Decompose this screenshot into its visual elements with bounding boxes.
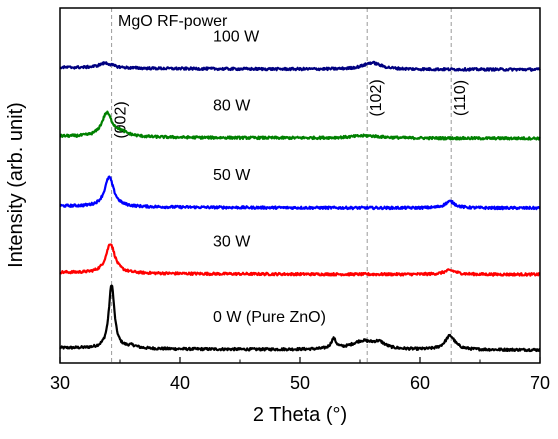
series-label: 0 W (Pure ZnO) (213, 309, 326, 326)
series-line (59, 110, 541, 141)
y-axis-title: Intensity (arb. unit) (5, 102, 27, 268)
series-label: 80 W (213, 97, 251, 114)
x-tick-label: 40 (170, 373, 190, 393)
x-axis-title: 2 Theta (°) (253, 404, 347, 426)
x-tick-label: 30 (50, 373, 70, 393)
series-line (59, 284, 541, 353)
peak-label: (110) (452, 80, 469, 116)
x-tick-label: 60 (410, 373, 430, 393)
labels-layer: MgO RF-power 2 Theta (°) Intensity (arb.… (5, 13, 347, 426)
x-tick-label: 70 (530, 373, 550, 393)
x-tick-label: 50 (290, 373, 310, 393)
series-line (59, 60, 541, 72)
peak-label: (102) (368, 79, 385, 116)
x-axis-ticks: 30 40 50 60 70 (50, 357, 550, 393)
peak-reference-lines: (002) (102) (110) (111, 8, 469, 363)
peak-label: (002) (113, 101, 130, 138)
series-label: 100 W (213, 29, 260, 46)
series-layer: 0 W (Pure ZnO) 30 W 50 W 80 W 100 W (59, 29, 541, 353)
series-label: 30 W (213, 234, 251, 251)
series-line (59, 175, 541, 211)
chart-title: MgO RF-power (118, 13, 228, 30)
series-label: 50 W (213, 167, 251, 184)
series-line (59, 243, 541, 277)
